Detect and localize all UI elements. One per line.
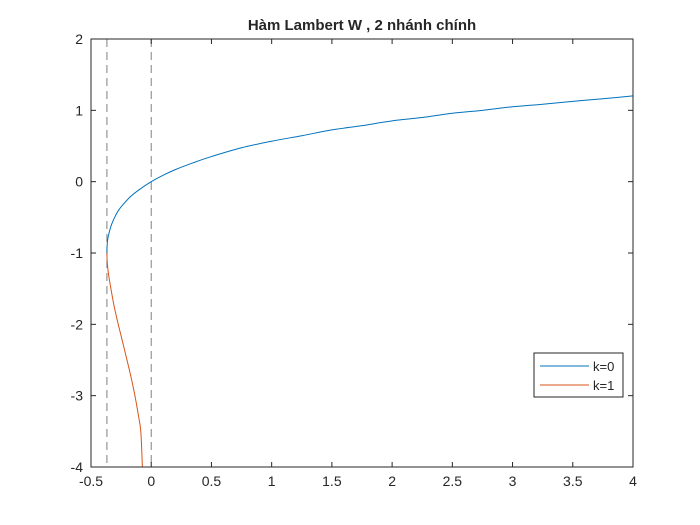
x-tick-label: 4 — [629, 473, 637, 489]
x-tick-label: 2.5 — [443, 473, 463, 489]
y-axis: 2 1 0 -1 -2 -3 -4 — [71, 31, 633, 475]
y-tick-label: 0 — [75, 174, 83, 190]
x-tick-label: 1 — [268, 473, 276, 489]
x-tick-label: 0.5 — [202, 473, 222, 489]
series-line-k-1 — [106, 252, 143, 467]
x-tick-label: 2 — [388, 473, 396, 489]
y-tick-label: -1 — [71, 245, 84, 261]
y-tick-label: 2 — [75, 31, 83, 47]
x-tick-label: 3.5 — [563, 473, 583, 489]
y-tick-label: -4 — [71, 459, 84, 475]
chart-title: Hàm Lambert W , 2 nhánh chính — [248, 17, 476, 34]
x-axis: -0.5 0 0.5 1 1.5 2 2.5 3 3.5 4 — [79, 39, 637, 489]
x-tick-label: 3 — [509, 473, 517, 489]
legend-label: k=0 — [593, 359, 614, 374]
x-tick-label: 1.5 — [322, 473, 342, 489]
series-line-k-0 — [106, 95, 633, 254]
x-tick-label: 0 — [147, 473, 155, 489]
y-tick-label: -2 — [71, 316, 84, 332]
series-lines — [106, 95, 633, 467]
legend[interactable]: k=0k=1 — [533, 352, 624, 398]
x-tick-label: -0.5 — [79, 473, 103, 489]
y-tick-label: 1 — [75, 102, 83, 118]
legend-box — [533, 352, 624, 398]
y-tick-label: -3 — [71, 388, 84, 404]
legend-label: k=1 — [593, 378, 614, 393]
